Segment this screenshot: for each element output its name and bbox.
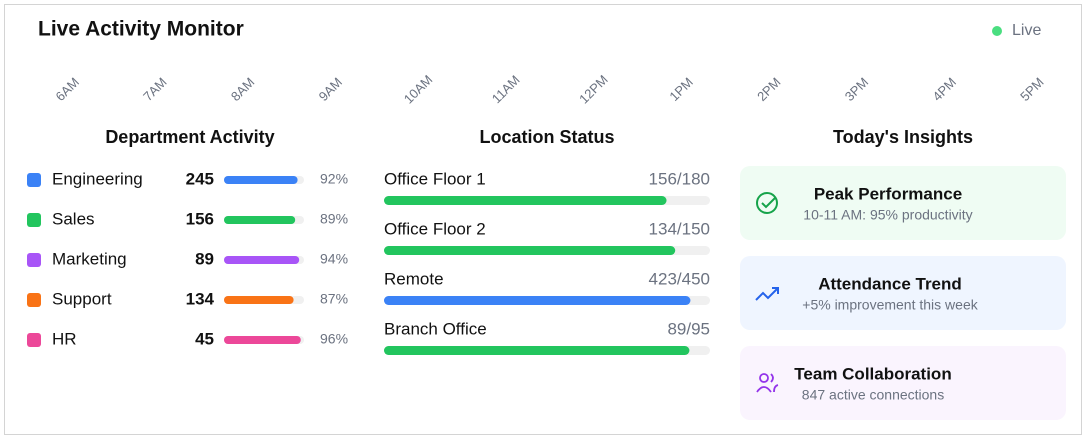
bar — [224, 336, 301, 344]
department-name: Sales — [52, 209, 95, 228]
department-name: Support — [52, 289, 112, 308]
department-count: 45 — [195, 329, 214, 348]
bar — [224, 296, 294, 304]
icon — [756, 373, 779, 393]
percent-label: 92% — [320, 171, 348, 187]
percent-label: 94% — [320, 251, 348, 267]
percent-label: 87% — [320, 291, 348, 307]
department-name: Engineering — [52, 169, 143, 188]
insight-title: Team Collaboration — [794, 364, 951, 383]
location-name: Office Floor 1 — [384, 169, 486, 188]
color-swatch — [27, 293, 41, 307]
percent-label: 89% — [320, 211, 348, 227]
location-count: 134/150 — [649, 219, 710, 238]
icon — [756, 192, 778, 214]
live-status: Live — [1012, 22, 1041, 39]
icon — [755, 287, 779, 301]
section-title: Department Activity — [105, 127, 274, 147]
insight-text: 847 active connections — [802, 387, 944, 403]
section-title: Today's Insights — [833, 127, 973, 147]
location-name: Office Floor 2 — [384, 219, 486, 238]
bar — [384, 296, 691, 305]
bar — [384, 346, 690, 355]
department-count: 156 — [186, 209, 214, 228]
location-name: Branch Office — [384, 319, 487, 338]
insight-title: Peak Performance — [814, 184, 962, 203]
location-count: 89/95 — [667, 319, 710, 338]
insight-title: Attendance Trend — [818, 274, 962, 293]
insight-card — [740, 166, 1066, 240]
insight-text: 10-11 AM: 95% productivity — [803, 207, 972, 223]
insight-text: +5% improvement this week — [802, 297, 978, 313]
bar — [384, 246, 676, 255]
color-swatch — [27, 333, 41, 347]
bar — [224, 216, 296, 224]
bar — [384, 196, 667, 205]
department-count: 89 — [195, 249, 214, 268]
color-swatch — [27, 253, 41, 267]
bar — [224, 256, 300, 264]
icon — [759, 373, 769, 383]
section-title: Location Status — [479, 127, 614, 147]
title: Live Activity Monitor — [38, 18, 244, 41]
department-name: Marketing — [52, 249, 127, 268]
percent-label: 96% — [320, 331, 348, 347]
live-dot — [992, 26, 1002, 36]
insight-card — [740, 256, 1066, 330]
color-swatch — [27, 213, 41, 227]
location-count: 156/180 — [649, 169, 710, 188]
department-count: 134 — [186, 289, 215, 308]
insight-card — [740, 346, 1066, 420]
bar — [224, 176, 298, 184]
department-count: 245 — [186, 169, 214, 188]
location-count: 423/450 — [649, 269, 710, 288]
color-swatch — [27, 173, 41, 187]
icon — [761, 197, 776, 209]
location-name: Remote — [384, 269, 444, 288]
department-name: HR — [52, 329, 77, 348]
